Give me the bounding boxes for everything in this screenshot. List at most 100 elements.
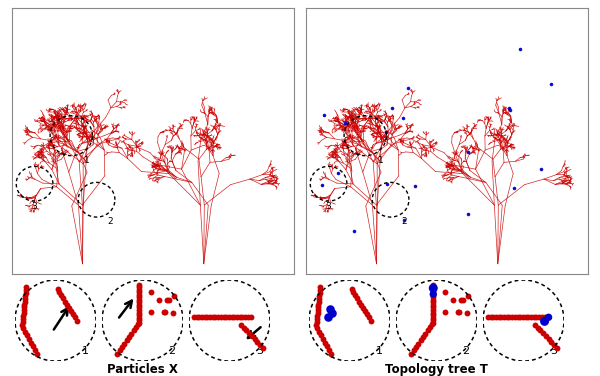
Point [326,351,336,357]
Point [314,296,324,302]
Point [536,167,546,173]
Point [428,290,438,296]
Point [410,183,420,189]
Point [134,297,144,303]
Point [428,302,438,308]
Point [192,314,202,320]
Point [155,297,164,303]
Point [134,315,144,321]
Point [409,347,419,353]
Point [146,309,156,315]
Point [319,112,329,118]
Point [19,305,29,311]
Point [428,309,438,315]
Point [458,297,467,303]
Point [134,321,143,327]
Point [347,286,356,292]
Text: 1: 1 [84,156,89,165]
Point [547,81,556,87]
Point [538,331,548,337]
Point [312,319,322,325]
Point [235,314,245,320]
Point [219,314,229,320]
Point [68,311,77,317]
Point [19,310,28,316]
Point [440,290,449,296]
Point [362,311,371,317]
Point [454,309,463,315]
Point [19,325,28,331]
Point [20,299,29,305]
Point [463,149,473,155]
Point [313,305,323,311]
Point [32,351,42,357]
Point [491,314,501,320]
Point [530,321,539,327]
Point [17,321,27,327]
Point [21,290,31,296]
Text: Particles X: Particles X [107,363,178,376]
Point [203,314,212,320]
Text: 1: 1 [376,346,383,356]
Point [398,115,408,121]
Point [497,314,506,320]
Point [508,314,517,320]
Point [506,108,515,114]
Point [341,120,350,126]
Point [382,129,391,135]
Point [313,325,322,331]
Text: Topology tree T: Topology tree T [385,363,488,376]
Point [53,286,62,292]
Point [440,309,450,315]
Point [227,314,236,320]
Point [428,317,438,323]
Point [533,324,542,331]
Point [541,334,551,340]
Point [20,296,30,302]
Text: 2: 2 [107,217,113,226]
Point [428,294,438,300]
Point [221,314,231,320]
Text: 2: 2 [463,346,470,356]
Point [464,211,473,217]
Point [61,299,70,305]
Point [56,292,66,298]
Point [134,317,144,323]
Point [224,314,234,320]
Point [313,307,323,313]
Point [313,310,322,316]
Point [22,284,31,290]
Point [64,305,74,311]
Point [400,217,409,223]
Point [205,314,215,320]
Point [134,299,144,305]
Point [532,314,541,320]
Point [31,347,40,353]
Point [355,299,364,305]
Point [18,316,28,322]
Point [62,302,72,308]
Text: 3: 3 [32,202,37,211]
Point [119,341,129,347]
Point [189,314,199,320]
Point [200,314,209,320]
Text: 2: 2 [401,217,407,226]
Point [253,339,262,345]
Point [58,296,68,302]
Point [134,292,144,298]
Point [127,331,136,337]
Point [311,321,321,327]
Point [449,297,458,303]
Point [494,314,503,320]
Point [159,309,169,315]
Point [428,284,438,290]
Point [544,336,553,342]
Point [134,302,144,308]
Point [314,302,323,308]
Point [428,287,438,293]
Point [428,315,438,321]
Point [168,310,178,316]
Point [19,313,28,319]
Point [509,185,518,191]
Point [55,289,64,295]
